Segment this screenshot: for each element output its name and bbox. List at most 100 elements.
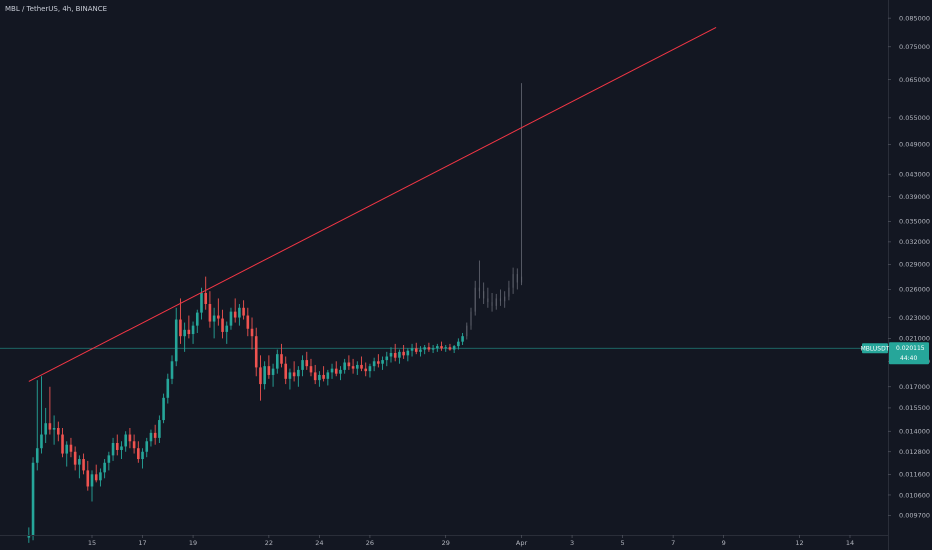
candle-body <box>124 434 127 447</box>
x-tick-label: 26 <box>366 539 374 547</box>
candle-body <box>128 434 132 442</box>
candle-body <box>398 351 401 358</box>
candle-body <box>166 378 170 398</box>
y-tick-label: 0.085000 <box>899 14 930 22</box>
candle-body <box>457 341 460 347</box>
candle-body <box>267 366 271 375</box>
candle-body <box>512 274 514 288</box>
candle-body <box>238 307 241 318</box>
candle-body <box>221 318 224 332</box>
candle-body <box>174 319 178 362</box>
candle-body <box>381 360 384 364</box>
candle-body <box>389 353 393 357</box>
candle-body <box>82 459 85 471</box>
candle-body <box>427 347 431 350</box>
y-tick-label: 0.014000 <box>899 428 930 436</box>
trendline <box>28 27 717 382</box>
y-tick-label: 0.009700 <box>899 512 930 520</box>
candle-body <box>419 349 422 352</box>
candle-body <box>288 372 292 379</box>
candle-body <box>452 346 456 350</box>
candle-body <box>470 311 472 326</box>
candle-body <box>330 368 334 373</box>
candle-body <box>461 336 464 342</box>
y-tick-label: 0.012800 <box>899 448 930 456</box>
candle-body <box>318 374 321 381</box>
candle-body <box>448 347 452 350</box>
symbol-tag-text: MBLUSDT <box>861 345 890 352</box>
candle-body <box>86 470 90 487</box>
candle-body <box>263 366 266 385</box>
x-tick-label: 29 <box>442 539 450 547</box>
candle-body <box>35 448 39 463</box>
candle-body <box>339 369 342 374</box>
candle-body <box>158 420 161 438</box>
x-tick-label: 15 <box>88 539 96 547</box>
y-tick-label: 0.011600 <box>899 471 930 479</box>
candle-body <box>141 451 144 460</box>
candle-body <box>423 347 426 350</box>
candle-body <box>217 315 220 319</box>
y-tick-label: 0.039000 <box>899 193 930 201</box>
candle-body <box>414 348 418 352</box>
x-tick-label: 17 <box>138 539 146 547</box>
candle-body <box>377 361 380 364</box>
candle-body <box>204 292 207 304</box>
candle-body <box>61 434 64 454</box>
candle-body <box>208 303 212 322</box>
candle-body <box>474 287 476 312</box>
candle-body <box>44 423 47 435</box>
candle-body <box>351 366 355 369</box>
x-axis: 15 17 19 22 24 26 29 Apr 3 5 7 9 12 14 <box>0 535 888 547</box>
candles-layer <box>27 83 523 543</box>
candle-body <box>233 311 237 318</box>
candle-body <box>31 462 35 535</box>
candle-body <box>52 427 56 430</box>
price-tag-countdown: 44:40 <box>900 355 917 362</box>
candle-body <box>483 291 485 299</box>
candle-body <box>356 364 359 369</box>
candle-body <box>259 367 262 385</box>
candle-body <box>516 274 518 283</box>
candle-body <box>499 298 502 302</box>
x-tick-label: 22 <box>265 539 273 547</box>
y-tick-label: 0.035000 <box>899 218 930 226</box>
candle-body <box>229 311 233 326</box>
candle-body <box>364 368 368 372</box>
candle-body <box>406 350 410 356</box>
candle-body <box>508 287 510 297</box>
y-tick-label: 0.043000 <box>899 171 930 179</box>
y-tick-label: 0.015500 <box>899 404 930 412</box>
candle-body <box>440 346 443 349</box>
candle-body <box>431 348 435 350</box>
candle-body <box>170 361 174 379</box>
y-axis: 0.085000 0.075000 0.065000 0.055000 0.049000… <box>888 0 930 550</box>
candle-body <box>145 441 149 452</box>
candle-body <box>115 442 119 450</box>
candle-body <box>90 474 94 487</box>
y-tick-label: 0.075000 <box>899 43 930 51</box>
candle-body <box>69 444 73 452</box>
candle-body <box>402 351 405 356</box>
chart-title: MBL / TetherUS, 4h, BINANCE <box>5 5 108 13</box>
candle-body <box>478 287 480 292</box>
candle-body <box>250 328 254 337</box>
candle-body <box>162 397 165 421</box>
candle-body <box>275 354 279 369</box>
x-tick-label: 19 <box>189 539 197 547</box>
candle-body <box>179 319 182 337</box>
candle-body <box>309 366 313 373</box>
candle-body <box>436 346 439 349</box>
candle-body <box>292 372 296 377</box>
candle-body <box>520 276 523 283</box>
candle-body <box>99 472 102 481</box>
x-tick-label: 7 <box>671 539 675 547</box>
candle-body <box>132 441 136 449</box>
candle-body <box>103 462 106 473</box>
price-tag <box>889 342 929 365</box>
candle-body <box>120 446 123 450</box>
symbol-tag <box>862 343 888 354</box>
candle-body <box>326 372 330 379</box>
candle-body <box>40 434 43 449</box>
